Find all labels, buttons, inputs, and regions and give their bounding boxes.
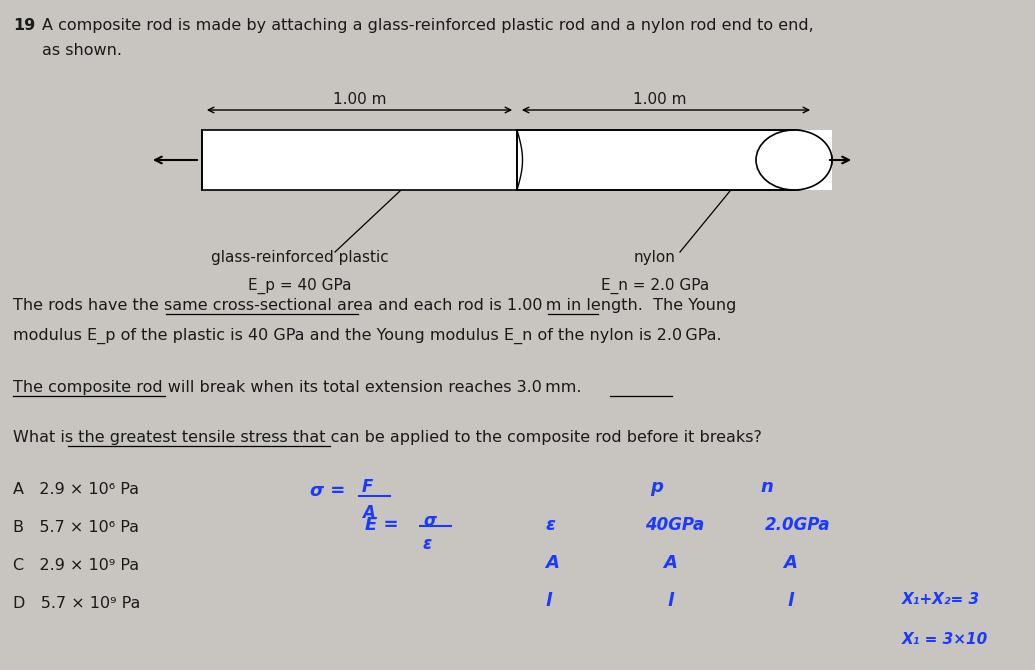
Text: The rods have the same cross-sectional area and each rod is 1.00 m in length.  T: The rods have the same cross-sectional a… xyxy=(13,298,736,313)
Text: σ =: σ = xyxy=(310,482,346,500)
Text: σ: σ xyxy=(423,512,436,530)
Text: p: p xyxy=(650,478,662,496)
Text: 19: 19 xyxy=(13,18,35,33)
Text: l: l xyxy=(667,592,673,610)
Text: E =: E = xyxy=(365,516,398,534)
Bar xyxy=(202,130,518,190)
Text: E_p = 40 GPa: E_p = 40 GPa xyxy=(248,278,352,294)
Text: l: l xyxy=(545,592,551,610)
Text: What is the greatest tensile stress that can be applied to the composite rod bef: What is the greatest tensile stress that… xyxy=(13,430,762,445)
Text: F: F xyxy=(362,478,374,496)
Text: A: A xyxy=(783,554,797,572)
Text: nylon: nylon xyxy=(634,250,676,265)
Text: 1.00 m: 1.00 m xyxy=(632,92,686,107)
Text: A: A xyxy=(663,554,677,572)
Text: A: A xyxy=(362,504,375,522)
Text: as shown.: as shown. xyxy=(42,43,122,58)
Text: D   5.7 × 10⁹ Pa: D 5.7 × 10⁹ Pa xyxy=(13,596,141,611)
Text: A composite rod is made by attaching a glass-reinforced plastic rod and a nylon : A composite rod is made by attaching a g… xyxy=(42,18,814,33)
Bar xyxy=(518,130,794,190)
Bar xyxy=(793,130,832,190)
Text: B   5.7 × 10⁶ Pa: B 5.7 × 10⁶ Pa xyxy=(13,520,139,535)
Text: X₁+X₂= 3: X₁+X₂= 3 xyxy=(901,592,980,607)
Text: The composite rod will break when its total extension reaches 3.0 mm.: The composite rod will break when its to… xyxy=(13,380,582,395)
Text: l: l xyxy=(787,592,793,610)
Ellipse shape xyxy=(756,130,832,190)
Text: 2.0GPa: 2.0GPa xyxy=(765,516,831,534)
Text: 1.00 m: 1.00 m xyxy=(332,92,386,107)
Text: ε: ε xyxy=(423,535,433,553)
Text: E_n = 2.0 GPa: E_n = 2.0 GPa xyxy=(601,278,709,294)
Text: modulus E_p of the plastic is 40 GPa and the Young modulus E_n of the nylon is 2: modulus E_p of the plastic is 40 GPa and… xyxy=(13,328,721,344)
Text: X₁ = 3×10: X₁ = 3×10 xyxy=(901,632,988,647)
Text: C   2.9 × 10⁹ Pa: C 2.9 × 10⁹ Pa xyxy=(13,558,139,573)
Text: A   2.9 × 10⁶ Pa: A 2.9 × 10⁶ Pa xyxy=(13,482,139,497)
Text: ε: ε xyxy=(545,516,555,534)
Text: A: A xyxy=(545,554,559,572)
Text: 40GPa: 40GPa xyxy=(645,516,704,534)
Text: n: n xyxy=(760,478,773,496)
Text: glass-reinforced plastic: glass-reinforced plastic xyxy=(211,250,389,265)
